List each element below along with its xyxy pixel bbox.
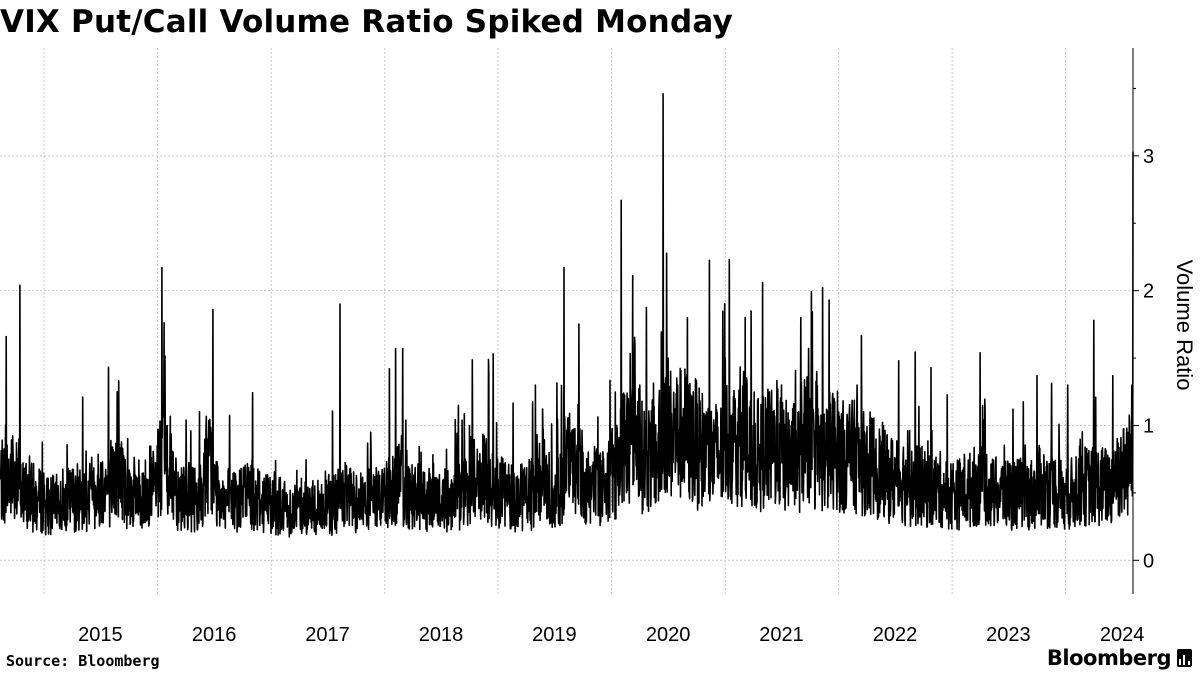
terminal-icon — [1177, 649, 1192, 667]
chart-title: VIX Put/Call Volume Ratio Spiked Monday — [0, 4, 733, 40]
x-tick-label: 2023 — [986, 624, 1031, 646]
x-tick-label: 2021 — [759, 624, 804, 646]
x-tick-label: 2016 — [192, 624, 237, 646]
x-tick-label: 2015 — [78, 624, 123, 646]
x-tick-label: 2017 — [305, 624, 350, 646]
x-axis: 2015 2016 2017 2018 2019 2020 2021 2022 2023 2024 — [78, 624, 1144, 646]
plot-area — [0, 93, 1134, 538]
series-line — [0, 93, 1134, 538]
y-tick-label: 3 — [1143, 146, 1154, 168]
source-note: Source: Bloomberg — [6, 652, 160, 670]
y-tick-label: 1 — [1143, 415, 1154, 437]
x-tick-label: 2024 — [1100, 624, 1145, 646]
bloomberg-logo: Bloomberg — [1047, 646, 1192, 670]
y-tick-label: 0 — [1143, 550, 1154, 572]
y-axis-label: Volume Ratio — [1172, 260, 1197, 391]
x-tick-label: 2022 — [873, 624, 918, 646]
y-tick-label: 2 — [1143, 281, 1154, 303]
grid-lines — [0, 48, 1133, 594]
y-axis: 0 1 2 3 — [1132, 48, 1154, 594]
x-tick-label: 2020 — [646, 624, 691, 646]
x-tick-label: 2018 — [419, 624, 464, 646]
x-tick-label: 2019 — [532, 624, 577, 646]
brand-name: Bloomberg — [1046, 646, 1172, 670]
